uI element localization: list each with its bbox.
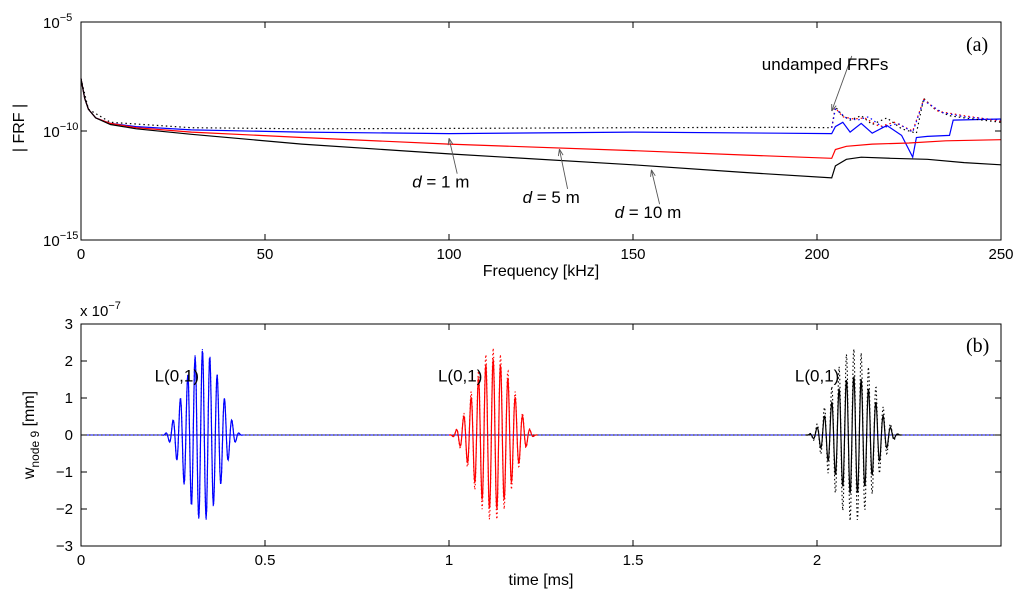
signal-x-tick-label: 0.5 <box>255 552 276 569</box>
frf-annotation-arrowhead <box>650 169 656 177</box>
signal-y-axis-label: wnode 9 [mm] <box>21 391 42 480</box>
frf-ticks: 0 50 100 150 200 250 10−5 10−10 10−15 <box>43 12 1014 263</box>
frf-annotation-1: d = 5 m <box>523 148 580 207</box>
frf-x-tick-label: 0 <box>77 246 85 263</box>
frf-series-2 <box>80 78 1002 179</box>
signal-y-label-unit: [mm] <box>21 391 38 431</box>
signal-annotations: L(0,1) L(0,1) L(0,1) <box>155 366 840 385</box>
frf-annotation-3: undamped FRFs <box>762 55 889 112</box>
frf-annotation-label: d = 1 m <box>412 173 469 192</box>
signal-series-undamped-1 <box>449 348 538 520</box>
frf-annotation-arrow <box>448 138 458 174</box>
signal-scale-exp: −7 <box>108 300 121 312</box>
frf-x-tick-label: 50 <box>257 246 274 263</box>
signal-mode-label-1: L(0,1) <box>438 366 482 385</box>
signal-mode-label-0: L(0,1) <box>155 366 199 385</box>
frf-annotation-2: d = 10 m <box>615 169 682 222</box>
signal-y-label-sub: node 9 <box>28 431 42 468</box>
frf-x-tick-label: 250 <box>988 246 1013 263</box>
signal-series-2 <box>806 376 902 494</box>
frf-annotation-arrow <box>650 169 661 205</box>
signal-x-tick-label: 0 <box>77 552 85 569</box>
signal-series-undamped-2 <box>806 348 902 521</box>
signal-scale-base: x 10 <box>80 303 108 320</box>
frf-annotation-arrowhead <box>557 148 564 157</box>
signal-plot-area <box>81 348 1001 521</box>
frf-x-tick-label: 200 <box>804 246 829 263</box>
frf-annotation-arrowhead <box>447 138 454 146</box>
frf-x-tick-label: 100 <box>436 246 461 263</box>
signal-y-tick-label: 2 <box>65 353 73 370</box>
frf-y-tick-label: 10−5 <box>43 12 72 32</box>
signal-mode-label-2: L(0,1) <box>795 366 839 385</box>
signal-y-tick-label: −3 <box>56 538 73 555</box>
signal-y-label-main: w <box>21 467 38 480</box>
signal-y-tick-label: 3 <box>65 316 73 333</box>
signal-ticks: 0 0.5 1 1.5 2 −3 −2 −1 0 1 2 3 <box>56 316 1001 569</box>
frf-panel-label: (a) <box>966 34 988 56</box>
frf-annotation-label: d = 10 m <box>615 203 682 222</box>
frf-annotation-arrowhead <box>831 104 837 112</box>
frf-x-axis-label: Frequency [kHz] <box>483 263 599 280</box>
signal-y-tick-label: 0 <box>65 427 73 444</box>
signal-panel-label: (b) <box>966 335 989 357</box>
signal-scale-factor: x 10−7 <box>80 300 121 320</box>
frf-plot-area <box>80 78 1002 179</box>
frf-y-tick-label: 10−15 <box>43 230 78 250</box>
signal-y-tick-label: −1 <box>56 464 73 481</box>
frf-annotation-0: d = 1 m <box>412 138 469 192</box>
signal-x-tick-label: 2 <box>813 552 821 569</box>
frf-annotation-arrow <box>831 55 853 112</box>
frf-annotation-arrow <box>558 149 569 190</box>
signal-y-tick-label: −2 <box>56 501 73 518</box>
signal-x-tick-label: 1.5 <box>623 552 644 569</box>
signal-y-tick-label: 1 <box>65 390 73 407</box>
frf-y-tick-label: 10−10 <box>43 121 78 141</box>
frf-annotations: d = 1 m d = 5 m d = 10 m undamped FRFs <box>412 55 888 222</box>
frf-annotation-label: d = 5 m <box>523 188 580 207</box>
signal-x-tick-label: 1 <box>445 552 453 569</box>
frf-annotation-label: undamped FRFs <box>762 55 889 74</box>
signal-panel: 0 0.5 1 1.5 2 −3 −2 −1 0 1 2 3 (b) time [ms] wnode … <box>21 300 1002 589</box>
frf-panel: 0 50 100 150 200 250 10−5 10−10 10−15 (a) Freque… <box>11 12 1014 280</box>
frf-x-tick-label: 150 <box>620 246 645 263</box>
signal-series-undamped-0 <box>162 349 243 521</box>
frf-series-5 <box>831 99 1002 133</box>
signal-x-axis-label: time [ms] <box>509 572 574 589</box>
frf-y-axis-label: | FRF | <box>11 104 28 152</box>
